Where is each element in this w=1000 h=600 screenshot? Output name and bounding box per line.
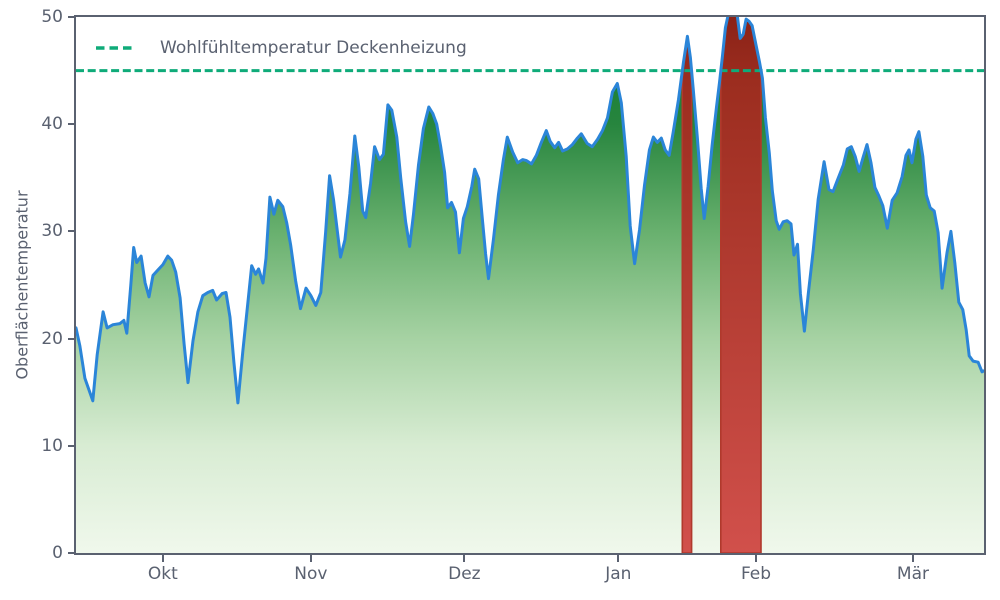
legend-label: Wohlfühltemperatur Deckenheizung (160, 38, 467, 58)
x-tick-label-feb: Feb (740, 564, 772, 584)
x-tick-mark (463, 555, 466, 562)
temperature-area-fill (76, 17, 984, 553)
y-tick-label: 10 (41, 435, 63, 456)
x-tick-mark (161, 555, 164, 562)
temperature-line (76, 17, 984, 405)
threshold-line-legend-sample (96, 46, 133, 50)
x-tick-mark (755, 555, 757, 562)
x-tick-label-dez: Dez (448, 564, 481, 584)
exceedance-region-fill (720, 17, 762, 553)
y-tick-mark (68, 16, 75, 18)
x-tick-mark (911, 555, 914, 562)
y-tick-mark (68, 123, 75, 126)
x-tick-mark (309, 555, 312, 562)
y-tick-mark (68, 230, 75, 233)
y-tick-label: 0 (52, 543, 63, 563)
y-tick-mark (68, 552, 75, 554)
y-tick-mark (68, 337, 75, 340)
temperature-area-chart (76, 17, 984, 553)
exceedance-region-fill (681, 36, 693, 553)
x-tick-label-okt: Okt (147, 564, 178, 584)
x-tick-label-mär: Mär (896, 564, 929, 584)
y-axis-title: Oberflächentemperatur (12, 190, 32, 380)
legend: Wohlfühltemperatur Deckenheizung (96, 38, 467, 58)
y-tick-label: 30 (41, 221, 63, 242)
y-tick-label: 40 (41, 114, 63, 135)
y-tick-label: 20 (41, 328, 63, 349)
x-tick-mark (617, 555, 620, 562)
x-tick-label-nov: Nov (294, 564, 328, 584)
y-tick-mark (68, 444, 75, 447)
x-tick-label-jan: Jan (605, 564, 632, 584)
y-tick-label: 50 (41, 7, 63, 27)
